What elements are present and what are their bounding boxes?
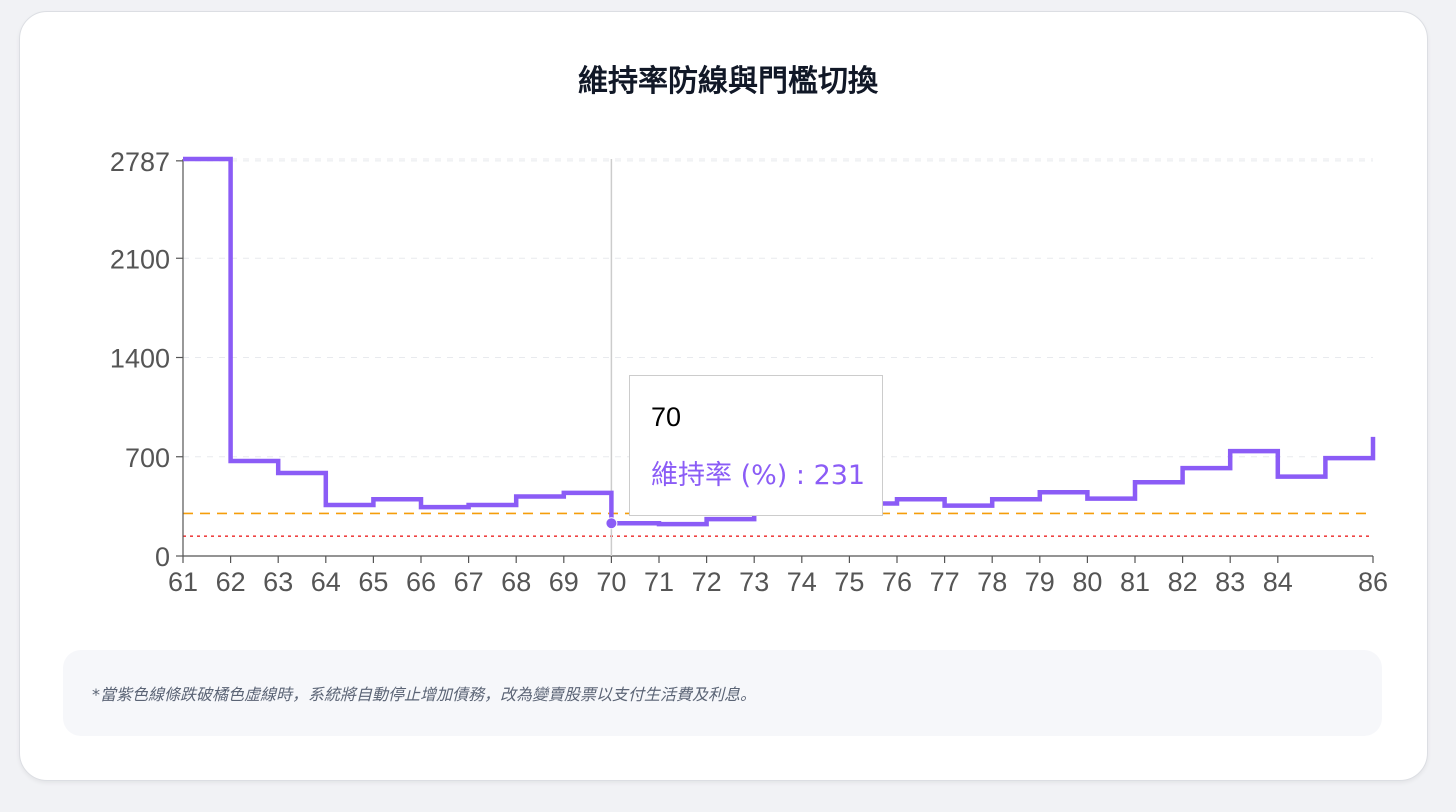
x-tick-label: 61 bbox=[168, 567, 198, 597]
chart-tooltip: 70 維持率 (%) : 231 bbox=[629, 375, 883, 516]
x-tick-label: 83 bbox=[1215, 567, 1245, 597]
active-point bbox=[605, 517, 618, 530]
x-tick-label: 73 bbox=[739, 567, 769, 597]
x-tick-label: 70 bbox=[596, 567, 626, 597]
y-tick-label: 700 bbox=[125, 443, 170, 473]
footnote-text: *當紫色線條跌破橘色虛線時，系統將自動停止增加債務，改為變賣股票以支付生活費及利… bbox=[92, 685, 757, 704]
x-tick-label: 79 bbox=[1025, 567, 1055, 597]
chart-title: 維持率防線與門檻切換 bbox=[578, 64, 878, 99]
x-tick-label: 69 bbox=[549, 567, 579, 597]
x-tick-label: 77 bbox=[930, 567, 960, 597]
x-tick-label: 86 bbox=[1358, 567, 1388, 597]
x-tick-label: 84 bbox=[1263, 567, 1293, 597]
x-tick-label: 62 bbox=[216, 567, 246, 597]
tooltip-value: 231 bbox=[813, 460, 866, 491]
y-tick-label: 0 bbox=[155, 542, 170, 572]
x-tick-label: 67 bbox=[454, 567, 484, 597]
x-tick-label: 64 bbox=[311, 567, 341, 597]
line-chart[interactable]: 0 700 1400 2100 2787 61 62 63 64 65 66 67 68 69 70 71 72… bbox=[0, 0, 1456, 650]
tooltip-series-name: 維持率 (%) bbox=[651, 460, 788, 491]
x-tick-label: 76 bbox=[882, 567, 912, 597]
x-tick-label: 74 bbox=[787, 567, 817, 597]
x-tick-label: 63 bbox=[263, 567, 293, 597]
y-tick-label: 1400 bbox=[110, 344, 170, 374]
x-tick-label: 66 bbox=[406, 567, 436, 597]
x-tick-label: 78 bbox=[977, 567, 1007, 597]
x-tick-label: 75 bbox=[834, 567, 864, 597]
y-tick-label: 2100 bbox=[110, 244, 170, 274]
x-tick-label: 81 bbox=[1120, 567, 1150, 597]
footnote-box: *當紫色線條跌破橘色虛線時，系統將自動停止增加債務，改為變賣股票以支付生活費及利… bbox=[63, 650, 1382, 736]
y-tick-label: 2787 bbox=[110, 147, 170, 177]
tooltip-label: 70 bbox=[651, 402, 682, 432]
x-tick-label: 65 bbox=[358, 567, 388, 597]
x-tick-label: 72 bbox=[692, 567, 722, 597]
x-tick-label: 82 bbox=[1168, 567, 1198, 597]
x-tick-label: 68 bbox=[501, 567, 531, 597]
x-tick-label: 80 bbox=[1072, 567, 1102, 597]
tooltip-item: 維持率 (%) : 231 bbox=[651, 460, 866, 491]
x-tick-label: 71 bbox=[644, 567, 674, 597]
